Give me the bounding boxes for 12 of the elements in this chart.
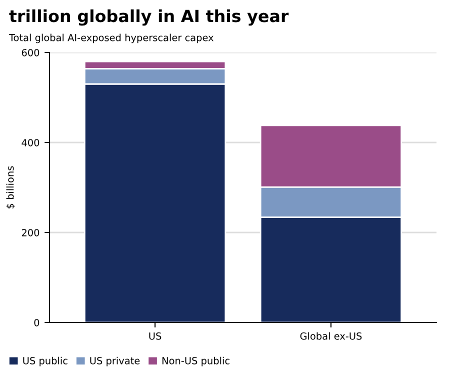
legend-label: US private bbox=[90, 356, 140, 366]
y-tick-label: 600 bbox=[22, 48, 40, 56]
x-tick-label: US bbox=[149, 332, 162, 340]
chart-title: trillion globally in AI this year bbox=[9, 9, 289, 26]
legend-label: Non-US public bbox=[162, 356, 230, 366]
y-tick-label: 400 bbox=[22, 138, 40, 146]
y-axis-title: $ billions bbox=[6, 166, 16, 208]
y-tick-label: 200 bbox=[22, 228, 40, 236]
x-tick-label: Global ex-US bbox=[300, 332, 362, 340]
legend-label: US public bbox=[23, 356, 68, 366]
chart-subtitle: Total global AI-exposed hyperscaler capex bbox=[8, 34, 214, 44]
y-tick-label: 0 bbox=[34, 318, 40, 326]
